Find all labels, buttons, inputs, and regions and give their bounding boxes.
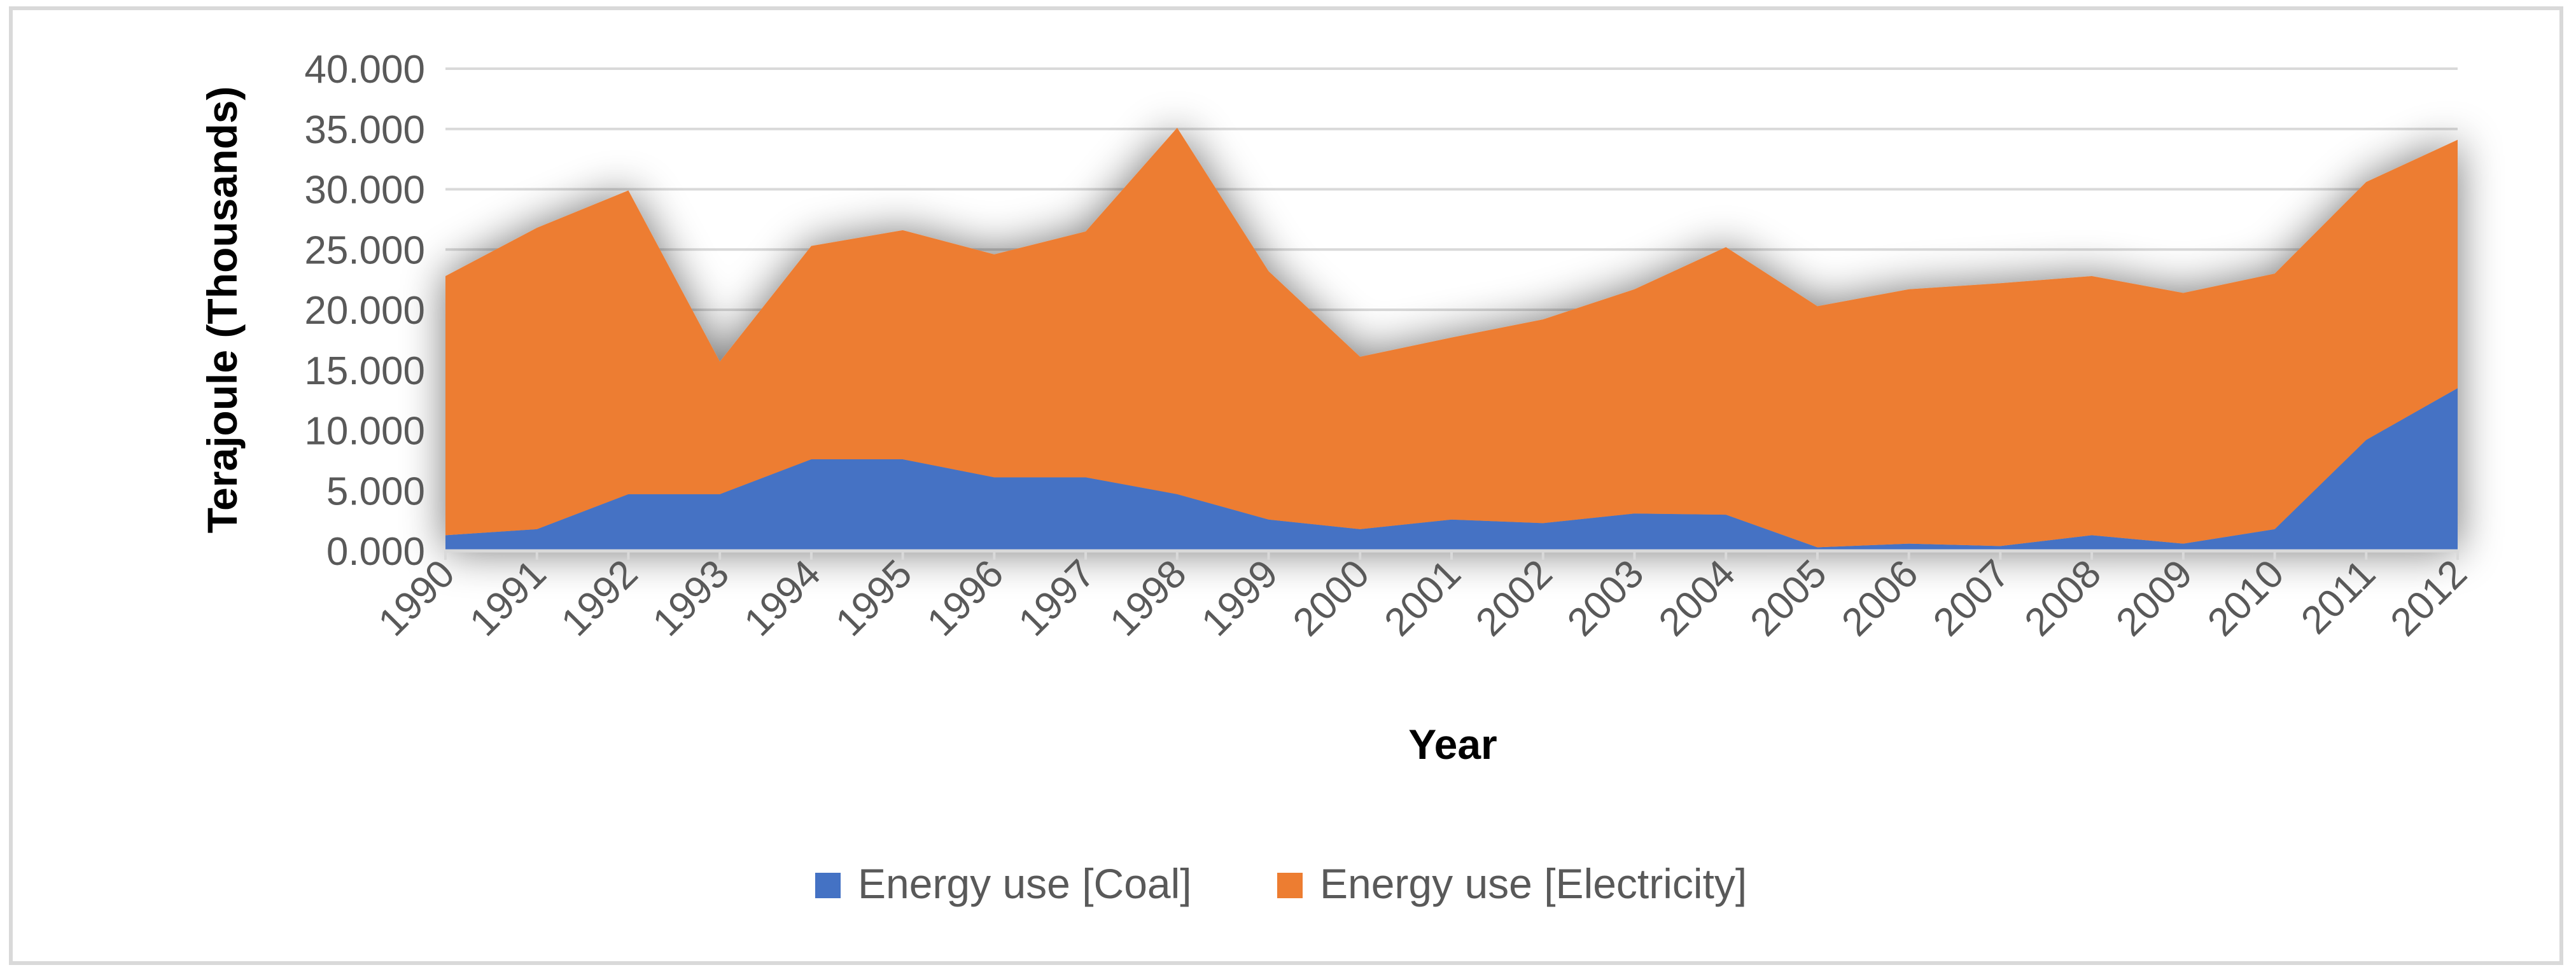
y-tick-label: 10.000 — [304, 410, 425, 454]
x-tick-label: 2007 — [1925, 552, 2018, 644]
x-tick-label: 1997 — [1011, 552, 1103, 644]
x-tick-label: 1991 — [461, 552, 554, 644]
legend-swatch-electricity — [1277, 873, 1303, 898]
x-tick-label: 2008 — [2017, 552, 2110, 644]
y-tick-label: 25.000 — [304, 228, 425, 272]
x-tick-label: 2005 — [1742, 552, 1835, 644]
y-tick-label: 15.000 — [304, 349, 425, 393]
x-tick-label: 1993 — [645, 552, 738, 644]
legend-label-coal: Energy use [Coal] — [858, 860, 1192, 907]
legend-label-electricity: Energy use [Electricity] — [1320, 860, 1747, 907]
x-tick-label: 2009 — [2108, 552, 2201, 644]
legend: Energy use [Coal] Energy use [Electricit… — [815, 860, 1747, 907]
x-tick-label: 2010 — [2199, 552, 2292, 644]
x-tick-label: 1995 — [827, 552, 920, 644]
x-tick-label: 2012 — [2383, 552, 2475, 644]
x-tick-label: 2000 — [1285, 552, 1378, 644]
x-tick-label: 2001 — [1376, 552, 1469, 644]
x-tick-label: 1996 — [919, 552, 1012, 644]
y-tick-label: 35.000 — [304, 108, 425, 152]
x-tick-labels: 1990199119921993199419951996199719981999… — [370, 552, 2475, 644]
y-tick-label: 20.000 — [304, 289, 425, 333]
x-tick-label: 2004 — [1651, 552, 1744, 644]
x-axis-title: Year — [1408, 721, 1497, 768]
x-tick-label: 2003 — [1559, 552, 1652, 644]
area-electricity — [445, 127, 2458, 548]
x-tick-label: 2011 — [2293, 552, 2384, 642]
areas — [445, 127, 2458, 551]
y-axis-title: Terajoule (Thousands) — [199, 87, 246, 534]
x-tick-label: 1999 — [1193, 552, 1286, 644]
x-tick-label: 1994 — [736, 552, 829, 644]
y-tick-label: 0.000 — [326, 530, 425, 574]
y-tick-label: 5.000 — [326, 469, 425, 513]
y-tick-labels: 0.000 5.000 10.000 15.000 20.000 25.000 30.000… — [304, 48, 425, 574]
x-tick-label: 2002 — [1467, 552, 1560, 644]
legend-swatch-coal — [815, 873, 841, 898]
x-tick-label: 1998 — [1102, 552, 1194, 644]
area-coal — [445, 388, 2458, 551]
x-tick-label: 1992 — [553, 552, 646, 644]
x-tick-label: 2006 — [1833, 552, 1926, 644]
y-tick-label: 30.000 — [304, 169, 425, 212]
y-tick-label: 40.000 — [304, 48, 425, 92]
axes — [444, 549, 2459, 560]
